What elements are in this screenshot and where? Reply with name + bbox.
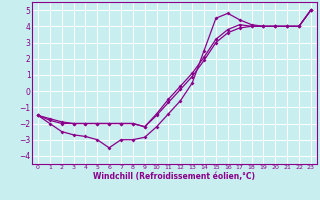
X-axis label: Windchill (Refroidissement éolien,°C): Windchill (Refroidissement éolien,°C) (93, 172, 255, 181)
